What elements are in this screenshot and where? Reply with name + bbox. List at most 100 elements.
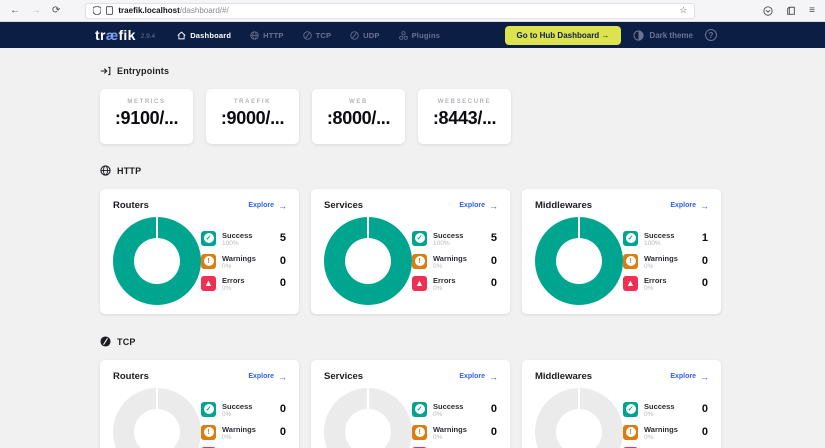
explore-link[interactable]: Explore → <box>248 372 287 382</box>
home-icon <box>177 31 186 39</box>
tab-label: HTTP <box>263 30 284 40</box>
triangle-icon: ▲ <box>415 278 424 289</box>
dark-theme-toggle[interactable]: Dark theme <box>633 29 693 41</box>
legend-percent: 0% <box>644 433 654 441</box>
entrypoints-section-header: Entrypoints <box>100 66 825 76</box>
traefik-logo: træfik <box>95 27 136 43</box>
forward-icon[interactable]: → <box>31 5 41 16</box>
explore-label: Explore <box>670 202 696 209</box>
error-icon: ▲ <box>412 276 427 292</box>
legend-row-warnings: ! Warnings 0% 0 <box>412 253 497 271</box>
legend-label: Warnings <box>433 424 467 434</box>
tab-http[interactable]: HTTP <box>250 31 283 40</box>
donut-chart <box>324 217 412 305</box>
tab-udp[interactable]: UDP <box>350 31 379 40</box>
check-icon: ✓ <box>625 404 636 415</box>
tcp-icon <box>100 336 111 347</box>
explore-link[interactable]: Explore → <box>248 201 287 211</box>
legend-percent: 0% <box>433 433 443 441</box>
explore-link[interactable]: Explore → <box>670 201 709 211</box>
legend: ✓ Success 100% 5 ! Warnings 0% 0 ▲ Errors 0… <box>412 217 497 305</box>
entrypoint-port: :8000/... <box>326 108 391 128</box>
tab-tcp[interactable]: TCP <box>302 30 332 40</box>
tcp-services-card: Services Explore → ✓ Success 0% 0 ! Warnin… <box>311 360 510 448</box>
browser-toolbar: ← → ⟳ traefik.localhost/dashboard/#/ ☆ ≡ <box>0 0 825 22</box>
explore-link[interactable]: Explore → <box>670 372 709 382</box>
legend: ✓ Success 100% 5 ! Warnings 0% 0 ▲ Errors 0… <box>201 217 286 305</box>
explore-link[interactable]: Explore → <box>459 201 498 211</box>
menu-icon[interactable]: ≡ <box>809 5 815 16</box>
triangle-icon: ▲ <box>204 278 213 289</box>
tab-label: UDP <box>363 30 380 40</box>
bookmark-star-icon[interactable]: ☆ <box>679 5 688 15</box>
entrypoint-card-web[interactable]: WEB :8000/... <box>312 89 405 144</box>
legend-label: Success <box>222 401 253 411</box>
legend-label: Errors <box>433 276 456 286</box>
legend-value: 1 <box>701 231 708 244</box>
tcp-cards: Routers Explore → ✓ Success 0% 0 ! Warning… <box>100 360 825 448</box>
legend-value: 0 <box>701 254 708 267</box>
url-text: traefik.localhost/dashboard/#/ <box>118 6 228 15</box>
arrow-right-icon: → <box>700 371 709 382</box>
legend-percent: 0% <box>644 262 654 270</box>
reload-icon[interactable]: ⟳ <box>52 5 61 16</box>
success-icon: ✓ <box>623 401 638 417</box>
globe-icon <box>250 30 259 40</box>
entrypoint-card-metrics[interactable]: METRICS :9100/... <box>100 89 193 144</box>
entrypoints-icon <box>100 66 111 76</box>
legend-label: Warnings <box>222 253 256 263</box>
help-icon[interactable]: ? <box>705 29 717 41</box>
check-icon: ✓ <box>625 233 636 244</box>
legend-percent: 0% <box>433 285 443 293</box>
exclaim-icon: ! <box>625 427 636 438</box>
exclaim-icon: ! <box>203 427 214 438</box>
library-icon[interactable] <box>786 6 796 16</box>
logo-pre: tr <box>95 27 106 43</box>
legend-percent: 0% <box>644 410 654 418</box>
legend-label: Success <box>644 401 675 411</box>
legend-row-success: ✓ Success 100% 1 <box>623 230 708 248</box>
entrypoint-card-websecure[interactable]: WEBSECURE :8443/... <box>418 89 511 144</box>
logo-post: fik <box>118 27 136 43</box>
warning-icon: ! <box>412 424 427 440</box>
exclaim-icon: ! <box>414 427 425 438</box>
legend-percent: 100% <box>433 239 450 247</box>
card-title: Routers <box>113 200 149 211</box>
tab-label: TCP <box>315 30 332 40</box>
dashboard-content: Entrypoints METRICS :9100/... TRAEFIK :9… <box>0 48 825 448</box>
arrow-right-icon: → <box>278 371 287 382</box>
tab-dashboard[interactable]: Dashboard <box>177 31 231 40</box>
hub-dashboard-button[interactable]: Go to Hub Dashboard → <box>504 25 622 45</box>
logo-ligature: æ <box>105 27 119 43</box>
warning-icon: ! <box>412 253 427 269</box>
url-domain: traefik.localhost <box>118 6 180 15</box>
explore-link[interactable]: Explore → <box>459 372 498 382</box>
warning-icon: ! <box>623 424 638 440</box>
success-icon: ✓ <box>412 401 427 417</box>
back-icon[interactable]: ← <box>10 5 20 16</box>
error-icon: ▲ <box>201 276 216 292</box>
legend: ✓ Success 100% 1 ! Warnings 0% 0 ▲ Errors 0… <box>623 217 708 305</box>
legend-label: Warnings <box>433 253 467 263</box>
explore-label: Explore <box>248 373 274 380</box>
legend-row-warnings: ! Warnings 0% 0 <box>623 253 708 271</box>
entrypoint-card-traefik[interactable]: TRAEFIK :9000/... <box>206 89 299 144</box>
toolbar-right: ≡ <box>763 5 815 16</box>
donut-chart <box>113 388 201 448</box>
success-icon: ✓ <box>412 230 427 246</box>
legend-label: Warnings <box>644 424 678 434</box>
legend-value: 0 <box>490 402 497 415</box>
tcp-icon <box>302 30 312 40</box>
tcp-section-header: TCP <box>100 336 825 347</box>
section-title: Entrypoints <box>117 66 170 76</box>
legend-label: Success <box>644 230 675 240</box>
pocket-icon[interactable] <box>763 5 773 16</box>
legend-row-success: ✓ Success 0% 0 <box>201 401 286 419</box>
entrypoint-label: WEB <box>349 99 368 105</box>
url-bar[interactable]: traefik.localhost/dashboard/#/ ☆ <box>85 2 696 19</box>
success-icon: ✓ <box>201 401 216 417</box>
section-title: TCP <box>117 336 136 347</box>
tab-plugins[interactable]: Plugins <box>398 31 441 40</box>
legend-percent: 0% <box>433 262 443 270</box>
